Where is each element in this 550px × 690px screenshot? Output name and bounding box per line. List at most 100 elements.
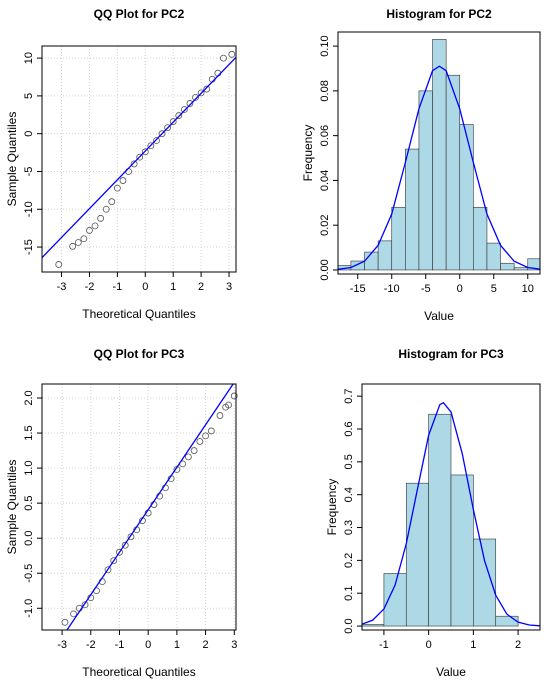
bar	[473, 206, 488, 271]
density-curve	[338, 65, 540, 270]
point	[55, 261, 63, 268]
y-tick-label: 5	[23, 93, 35, 99]
bar	[391, 206, 406, 271]
point	[202, 432, 209, 440]
x-tick-label: 0	[457, 283, 463, 295]
x-tick-label: -15	[350, 283, 366, 295]
point	[230, 392, 238, 400]
y-tick-label: 0.00	[319, 259, 331, 280]
x-tick-label: 0	[142, 281, 148, 293]
point	[153, 137, 160, 144]
plot-frame	[41, 383, 237, 631]
x-tick-label: 5	[491, 283, 497, 295]
x-tick-label: 3	[226, 281, 232, 293]
x-tick-label: -1	[112, 281, 122, 293]
point	[147, 142, 155, 150]
y-tick-label: 0.08	[319, 80, 331, 101]
y-tick-label: 0.02	[319, 214, 331, 235]
x-tick-label: -1	[379, 639, 389, 651]
bar	[405, 482, 429, 627]
y-axis-label: Sample Quantiles	[5, 460, 19, 555]
y-tick-label: 0.2	[343, 553, 355, 568]
point	[196, 438, 204, 445]
point	[81, 601, 89, 609]
point	[61, 618, 69, 626]
plot-frame	[41, 45, 237, 273]
reference-line	[42, 56, 236, 259]
point	[203, 85, 211, 93]
y-tick-label: 10	[23, 52, 35, 64]
point	[86, 227, 93, 234]
y-tick-label: 0.0	[343, 618, 355, 633]
point	[113, 184, 121, 192]
x-tick-label: 2	[198, 281, 204, 293]
bar	[364, 251, 379, 271]
y-tick-label: -10	[23, 201, 35, 217]
point	[70, 610, 77, 618]
point	[121, 541, 129, 549]
bar	[383, 573, 407, 627]
point	[74, 239, 82, 246]
chart-title: Histogram for PC2	[386, 7, 492, 21]
point	[164, 124, 172, 132]
bar	[377, 240, 393, 271]
point	[136, 153, 144, 161]
x-tick-label: 2	[515, 639, 521, 651]
bar	[500, 262, 515, 271]
y-tick-label: 0.04	[319, 170, 331, 191]
bar	[473, 538, 497, 627]
y-tick-label: -0.5	[23, 564, 35, 583]
point	[228, 50, 236, 58]
y-axis-label: Frequency	[325, 479, 339, 536]
point	[180, 106, 188, 113]
y-tick-label: 0.1	[343, 586, 355, 601]
y-tick-label: 0	[23, 131, 35, 137]
bar	[362, 624, 385, 627]
y-tick-label: 0.7	[343, 389, 355, 404]
y-tick-label: 0.10	[319, 35, 331, 56]
point	[186, 100, 194, 107]
bar	[495, 615, 519, 627]
bar	[405, 148, 420, 271]
point	[216, 412, 224, 419]
x-tick-label: -10	[384, 283, 400, 295]
x-axis-label: Theoretical Quantiles	[82, 307, 195, 321]
point	[197, 89, 205, 97]
x-tick-label: -5	[421, 283, 431, 295]
bar	[513, 267, 529, 271]
bar	[428, 413, 452, 627]
plot-frame	[361, 383, 541, 631]
point	[110, 557, 118, 565]
y-tick-label: 1.5	[23, 425, 35, 440]
y-tick-label: -1.0	[23, 599, 35, 618]
point	[192, 93, 199, 101]
chart-title: Histogram for PC3	[398, 347, 504, 361]
x-tick-label: 0	[145, 639, 151, 651]
y-tick-label: 0.5	[343, 454, 355, 469]
point	[97, 214, 105, 222]
x-tick-label: 1	[170, 281, 176, 293]
point	[91, 222, 99, 230]
point	[102, 205, 110, 213]
y-tick-label: -15	[23, 239, 35, 255]
y-tick-label: 0.0	[23, 531, 35, 546]
y-tick-label: 0.6	[343, 421, 355, 436]
point	[225, 401, 232, 409]
y-tick-label: 1.0	[23, 460, 35, 475]
point	[127, 533, 135, 541]
point	[190, 447, 198, 454]
point	[116, 548, 123, 556]
point	[169, 118, 177, 125]
y-tick-label: 0.3	[343, 520, 355, 535]
y-axis-label: Sample Quantiles	[5, 112, 19, 207]
y-tick-label: 2.0	[23, 390, 35, 405]
x-tick-label: 2	[203, 639, 209, 651]
chart-title: QQ Plot for PC2	[94, 7, 185, 21]
point	[207, 427, 215, 435]
x-axis-label: Value	[436, 665, 466, 679]
point	[175, 112, 183, 119]
y-tick-label: -5	[23, 167, 35, 177]
x-tick-label: 1	[174, 639, 180, 651]
y-tick-label: 0.5	[23, 495, 35, 510]
